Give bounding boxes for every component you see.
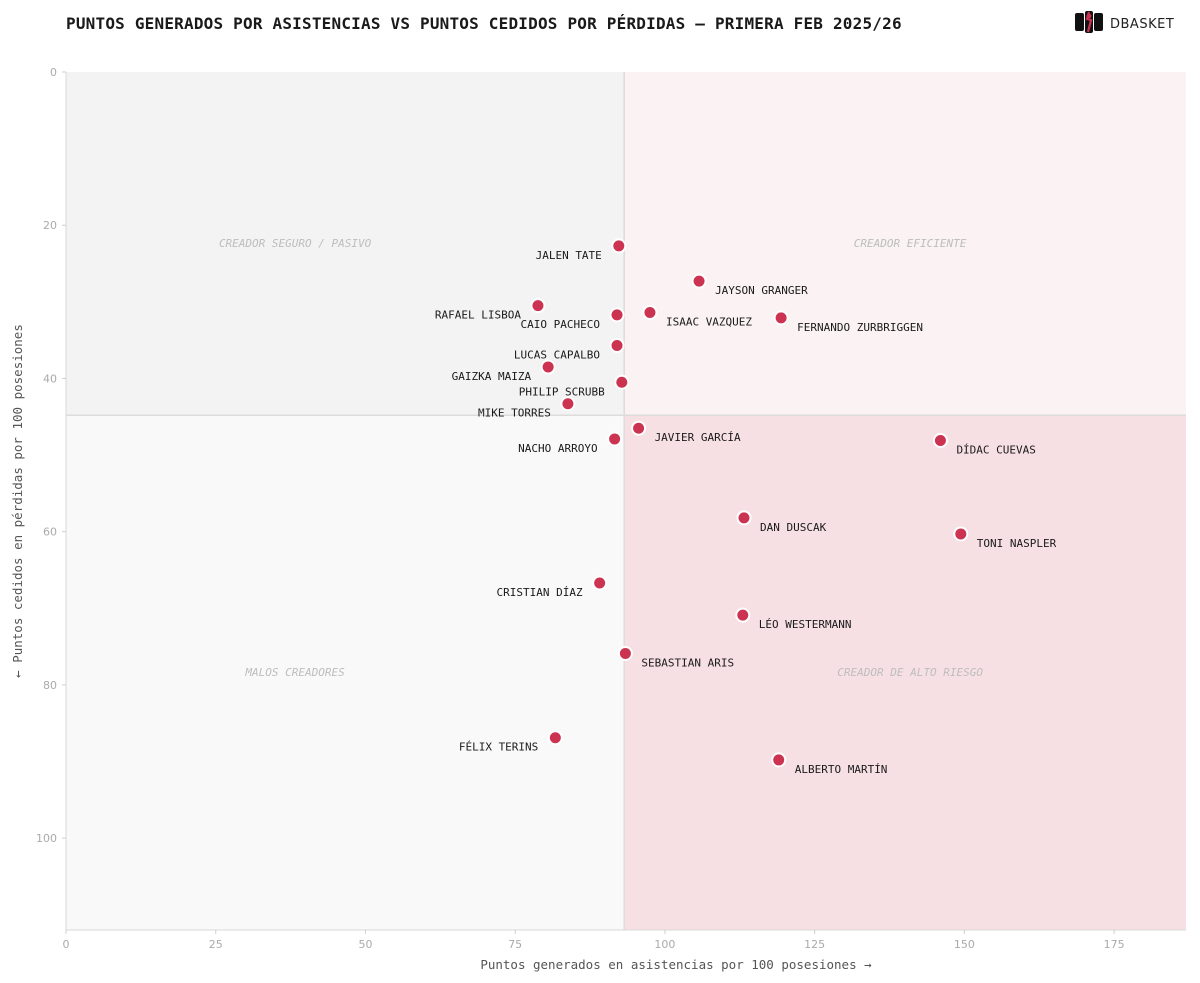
point-label: PHILIP SCRUBB [519,385,605,398]
data-point [642,305,658,321]
x-tick-label: 50 [358,938,372,951]
quadrant-labels: CREADOR SEGURO / PASIVO CREADOR EFICIENTE… [219,237,983,679]
point-label: ALBERTO MARTÍN [795,763,888,776]
x-axis-label: Puntos generados en asistencias por 100 … [480,957,872,972]
quadrant-bottom-left [66,415,625,930]
data-point [953,526,969,542]
quadrant-bottom-right [624,415,1186,930]
data-point [592,575,608,591]
point-label: FERNANDO ZURBRIGGEN [797,321,923,334]
point-label: SEBASTIAN ARIS [641,656,734,669]
quadrant-backgrounds [66,72,1186,930]
quadrant-label-top-right: CREADOR EFICIENTE [854,237,967,250]
point-label: MIKE TORRES [478,407,551,420]
y-tick-label: 40 [43,372,57,385]
quadrant-top-right [624,72,1186,416]
y-tick-label: 0 [50,66,57,79]
data-point [736,510,752,526]
point-label: NACHO ARROYO [518,442,597,455]
point-label: FÉLIX TERINS [459,741,538,754]
point-label: JALEN TATE [536,249,602,262]
point-label: JAVIER GARCÍA [655,431,741,444]
data-point [609,307,625,323]
data-point [614,374,630,390]
data-point [771,752,787,768]
data-point [932,432,948,448]
data-point [691,273,707,289]
y-tick-label: 80 [43,679,57,692]
x-tick-label: 25 [209,938,223,951]
basketball-logo-icon [1074,10,1104,38]
quadrant-dividers [66,72,1186,930]
data-point [611,238,627,254]
quadrant-label-top-left: CREADOR SEGURO / PASIVO [219,237,372,250]
quadrant-label-bottom-right: CREADOR DE ALTO RIESGO [837,666,983,679]
axes: 0 25 50 75 100 125 150 175 0 20 40 60 80 100 [36,66,1186,951]
data-point [735,607,751,623]
x-tick-label: 100 [654,938,675,951]
point-label: TONI NASPLER [977,537,1057,550]
data-point [560,396,576,412]
data-point [609,337,625,353]
point-label: DÍDAC CUEVAS [956,443,1035,456]
x-tick-label: 150 [954,938,975,951]
data-point [773,310,789,326]
quadrant-top-left [66,72,625,416]
brand-name: DBASKET [1110,16,1175,32]
y-axis-label: ← Puntos cedidos en pérdidas por 100 pos… [10,324,25,678]
x-tick-label: 0 [63,938,70,951]
quadrant-label-bottom-left: MALOS CREADORES [244,666,345,679]
point-label: CRISTIAN DÍAZ [497,586,583,599]
point-label: GAIZKA MAIZA [452,370,532,383]
x-tick-label: 75 [508,938,522,951]
data-point [540,359,556,375]
data-points [530,238,969,768]
point-label: DAN DUSCAK [760,521,827,534]
point-label: JAYSON GRANGER [715,284,808,297]
y-tick-label: 100 [36,832,57,845]
x-tick-label: 125 [804,938,825,951]
data-point [547,730,563,746]
point-label: LUCAS CAPALBO [514,348,600,361]
data-point [607,431,623,447]
chart-title: PUNTOS GENERADOS POR ASISTENCIAS VS PUNT… [66,14,902,33]
data-point [631,420,647,436]
point-labels: JALEN TATE JAYSON GRANGER RAFAEL LISBOACAI… [435,249,1057,776]
data-point [530,298,546,314]
x-tick-label: 175 [1104,938,1125,951]
point-label: ISAAC VAZQUEZ [666,316,752,329]
y-tick-label: 20 [43,219,57,232]
y-tick-label: 60 [43,526,57,539]
brand-logo: DBASKET [1074,10,1174,38]
data-point [617,645,633,661]
point-label: RAFAEL LISBOA [435,309,521,322]
point-label: LÉO WESTERMANN [759,618,852,631]
point-label: CAIO PACHECO [521,318,600,331]
